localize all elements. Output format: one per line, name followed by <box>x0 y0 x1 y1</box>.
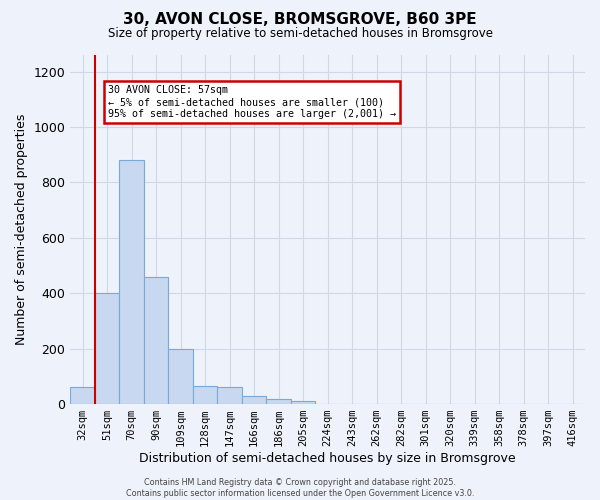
Bar <box>266 398 291 404</box>
Bar <box>169 348 193 404</box>
X-axis label: Distribution of semi-detached houses by size in Bromsgrove: Distribution of semi-detached houses by … <box>139 452 516 465</box>
Y-axis label: Number of semi-detached properties: Number of semi-detached properties <box>15 114 28 345</box>
Bar <box>95 294 119 404</box>
Text: 30 AVON CLOSE: 57sqm
← 5% of semi-detached houses are smaller (100)
95% of semi-: 30 AVON CLOSE: 57sqm ← 5% of semi-detach… <box>108 86 396 118</box>
Bar <box>119 160 144 404</box>
Bar <box>291 402 316 404</box>
Text: 30, AVON CLOSE, BROMSGROVE, B60 3PE: 30, AVON CLOSE, BROMSGROVE, B60 3PE <box>123 12 477 28</box>
Bar <box>217 388 242 404</box>
Bar <box>144 276 169 404</box>
Bar <box>70 388 95 404</box>
Bar <box>193 386 217 404</box>
Text: Contains HM Land Registry data © Crown copyright and database right 2025.
Contai: Contains HM Land Registry data © Crown c… <box>126 478 474 498</box>
Text: Size of property relative to semi-detached houses in Bromsgrove: Size of property relative to semi-detach… <box>107 28 493 40</box>
Bar <box>242 396 266 404</box>
